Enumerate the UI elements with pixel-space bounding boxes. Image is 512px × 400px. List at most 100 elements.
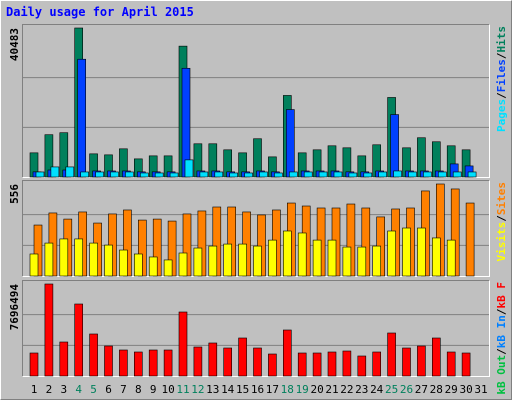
bar xyxy=(417,345,426,377)
panel-border-light xyxy=(22,180,490,277)
bar xyxy=(417,227,426,277)
legend-entry: kB In xyxy=(495,315,508,348)
x-tick-label: 7 xyxy=(120,383,127,396)
x-tick-label: 1 xyxy=(31,383,38,396)
legend-entry: Hits xyxy=(495,26,508,53)
bar xyxy=(297,232,307,277)
bar xyxy=(184,159,194,178)
bar xyxy=(59,341,69,377)
bar xyxy=(119,249,128,277)
bar xyxy=(282,329,292,377)
bar xyxy=(199,171,209,178)
bar xyxy=(467,171,477,178)
x-tick-label: 11 xyxy=(176,383,189,396)
bar xyxy=(312,239,322,277)
bar xyxy=(297,352,307,377)
x-tick-label: 21 xyxy=(325,383,338,396)
x-tick-label: 22 xyxy=(340,383,353,396)
bar xyxy=(208,342,218,377)
x-tick-label: 5 xyxy=(90,383,97,396)
legend-separator: / xyxy=(495,52,508,59)
bar xyxy=(303,171,313,178)
bar xyxy=(80,171,89,178)
x-tick-label: 3 xyxy=(60,383,67,396)
bar xyxy=(77,58,86,178)
bar xyxy=(163,349,173,377)
x-tick-label: 4 xyxy=(75,383,82,396)
x-tick-label: 27 xyxy=(415,383,428,396)
bar xyxy=(44,242,54,277)
legend: Visits/Sites xyxy=(495,182,508,262)
legend-entry: kB F xyxy=(495,282,508,309)
bar xyxy=(178,311,188,377)
bar xyxy=(44,283,54,377)
legend-entry: Sites xyxy=(495,182,508,215)
bar xyxy=(134,253,143,277)
bar xyxy=(244,172,253,178)
panel-border-dark xyxy=(22,24,490,178)
y-tick-label: 556 xyxy=(8,184,21,204)
bar xyxy=(461,352,471,377)
x-tick-label: 20 xyxy=(310,383,323,396)
x-tick-label: 9 xyxy=(150,383,157,396)
x-tick-label: 18 xyxy=(281,383,294,396)
bar xyxy=(431,337,441,377)
bar xyxy=(268,239,277,277)
bar xyxy=(378,171,388,178)
bar xyxy=(288,171,298,178)
bar xyxy=(372,245,382,277)
bar xyxy=(89,242,98,277)
bar xyxy=(148,256,158,277)
x-tick-label: 30 xyxy=(459,383,472,396)
x-tick-label: 10 xyxy=(161,383,174,396)
legend-separator: / xyxy=(495,215,508,222)
bar xyxy=(208,245,218,277)
panel-border-light xyxy=(22,280,490,377)
x-tick-label: 13 xyxy=(206,383,219,396)
chart-title: Daily usage for April 2015 xyxy=(6,5,194,19)
bar xyxy=(390,114,399,178)
bar xyxy=(431,237,441,277)
x-tick-label: 12 xyxy=(191,383,204,396)
legend-entry: Files xyxy=(495,59,508,92)
bar xyxy=(437,171,447,178)
legend-separator: / xyxy=(495,308,508,315)
bar xyxy=(193,346,203,377)
x-tick-label: 24 xyxy=(370,383,384,396)
bar xyxy=(357,246,367,277)
bar xyxy=(110,171,119,178)
x-tick-label: 25 xyxy=(385,383,398,396)
bar xyxy=(193,247,203,277)
x-tick-label: 23 xyxy=(355,383,368,396)
bar xyxy=(312,352,322,377)
bar xyxy=(402,227,411,277)
bar xyxy=(178,252,188,277)
x-tick-label: 31 xyxy=(474,383,487,396)
bar xyxy=(140,172,149,178)
bar xyxy=(465,202,475,277)
x-tick-label: 6 xyxy=(105,383,112,396)
bar xyxy=(408,171,417,178)
bar xyxy=(148,349,158,377)
x-tick-label: 15 xyxy=(236,383,249,396)
legend-entry: Visits xyxy=(495,222,508,262)
bar xyxy=(125,171,134,178)
bar xyxy=(452,171,462,178)
x-tick-label: 28 xyxy=(430,383,443,396)
panel-border-dark xyxy=(22,180,490,277)
legend-entry: Pages xyxy=(495,99,508,132)
bar xyxy=(214,171,224,178)
bar xyxy=(29,253,39,277)
bar xyxy=(285,109,295,178)
panel-border-light xyxy=(22,24,490,178)
bar xyxy=(342,246,352,277)
bar xyxy=(446,239,456,277)
legend: Pages/Files/Hits xyxy=(495,26,508,132)
bar xyxy=(134,351,143,377)
bar xyxy=(348,172,358,178)
bar xyxy=(65,166,75,178)
bar xyxy=(387,230,396,277)
bar xyxy=(104,345,113,377)
bar xyxy=(423,171,432,178)
